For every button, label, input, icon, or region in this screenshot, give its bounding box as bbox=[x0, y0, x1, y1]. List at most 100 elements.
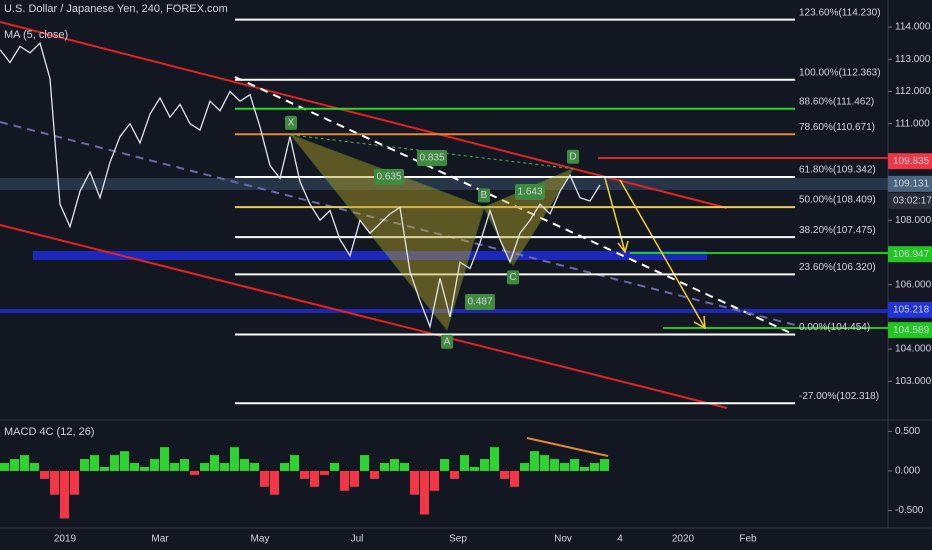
x-tick-label: Mar bbox=[151, 534, 169, 545]
macd-bar bbox=[110, 455, 119, 471]
ratio-label: 0.635 bbox=[376, 172, 401, 183]
y-tick-label: 106.000 bbox=[895, 279, 932, 290]
ratio-box bbox=[417, 150, 447, 166]
ratio-label: 0.835 bbox=[419, 153, 444, 164]
price-tag-label: 109.835 bbox=[893, 156, 930, 167]
macd-bar bbox=[90, 455, 99, 471]
macd-bar bbox=[370, 470, 379, 479]
support-band bbox=[33, 251, 707, 260]
macd-bar bbox=[530, 451, 539, 471]
y-tick-label: -0.500 bbox=[895, 505, 924, 516]
x-tick-label: Jul bbox=[351, 534, 364, 545]
price-tag bbox=[888, 301, 932, 318]
ratio-label: 0.487 bbox=[467, 297, 492, 308]
pattern-point bbox=[507, 270, 519, 285]
y-tick-label: 111.000 bbox=[895, 118, 930, 129]
macd-bar bbox=[420, 470, 429, 515]
macd-bar bbox=[140, 466, 149, 471]
x-tick-label: Feb bbox=[739, 534, 757, 545]
macd-bar bbox=[540, 455, 549, 471]
macd-bar bbox=[290, 455, 299, 471]
x-tick-label: Nov bbox=[554, 534, 572, 545]
macd-bar bbox=[170, 463, 179, 471]
price-tag bbox=[888, 246, 932, 263]
pattern-point-label: X bbox=[288, 118, 295, 129]
pattern-point bbox=[285, 115, 297, 130]
macd-bar bbox=[480, 459, 489, 471]
macd-bar bbox=[40, 470, 49, 479]
price-tag bbox=[888, 153, 932, 170]
pattern-point-label: C bbox=[509, 272, 516, 283]
fib-label: 50.00%(108.409) bbox=[799, 195, 876, 206]
macd-bar bbox=[490, 447, 499, 471]
fib-label: 100.00%(112.363) bbox=[799, 67, 881, 78]
macd-bar bbox=[80, 459, 89, 471]
channel-lower bbox=[0, 224, 728, 409]
macd-bar bbox=[500, 470, 509, 479]
y-tick-label: 108.000 bbox=[895, 215, 932, 226]
support-line bbox=[0, 309, 888, 313]
macd-bar bbox=[270, 470, 279, 495]
fib-label: 88.60%(111.462) bbox=[799, 96, 874, 107]
macd-bar bbox=[220, 463, 229, 471]
macd-bar bbox=[570, 459, 579, 471]
macd-bar bbox=[30, 463, 39, 471]
price-line bbox=[0, 41, 601, 329]
pattern-point bbox=[478, 188, 490, 203]
trend-dashed bbox=[234, 76, 796, 336]
y-tick-label: 114.000 bbox=[895, 22, 931, 33]
x-tick-label: 4 bbox=[617, 534, 623, 545]
indicator-label: MA (5, close) bbox=[4, 29, 68, 41]
macd-bar bbox=[340, 470, 349, 491]
macd-bar bbox=[60, 470, 69, 519]
macd-bar bbox=[120, 451, 129, 471]
macd-bar bbox=[450, 470, 459, 479]
pattern-point-label: D bbox=[569, 151, 576, 162]
fib-label: 23.60%(106.320) bbox=[799, 262, 876, 273]
macd-bar bbox=[20, 455, 29, 471]
macd-bar bbox=[410, 470, 419, 495]
pattern-point bbox=[441, 334, 453, 349]
macd-bar bbox=[230, 447, 239, 471]
macd-bar bbox=[160, 447, 169, 471]
pattern-point bbox=[567, 149, 579, 164]
y-tick-label: 103.000 bbox=[895, 376, 932, 387]
countdown-box bbox=[888, 192, 932, 209]
macd-bar bbox=[280, 463, 289, 471]
ratio-label: 1.643 bbox=[517, 187, 542, 198]
macd-bar bbox=[380, 463, 389, 471]
price-tag bbox=[888, 175, 932, 192]
y-tick-label: 0.500 bbox=[895, 426, 920, 437]
projection-arrows bbox=[604, 177, 706, 330]
macd-bar bbox=[130, 463, 139, 471]
macd-bar bbox=[550, 459, 559, 471]
fib-label: 61.80%(109.342) bbox=[799, 165, 876, 176]
x-tick-label: 2019 bbox=[54, 534, 77, 545]
chart-title: U.S. Dollar / Japanese Yen, 240, FOREX.c… bbox=[4, 3, 228, 15]
ratio-box bbox=[465, 294, 495, 310]
macd-bar bbox=[590, 463, 599, 471]
macd-bar bbox=[360, 455, 369, 471]
macd-bar bbox=[180, 459, 189, 471]
macd-bar bbox=[560, 463, 569, 471]
divergence-line bbox=[526, 437, 609, 457]
fib-label: 123.60%(114.230) bbox=[799, 7, 881, 18]
macd-bar bbox=[320, 470, 329, 475]
macd-bar bbox=[300, 470, 309, 479]
macd-title: MACD 4C (12, 26) bbox=[4, 426, 94, 438]
y-tick-label: 112.000 bbox=[895, 86, 931, 97]
price-tag-label: 106.947 bbox=[893, 249, 930, 260]
macd-bar bbox=[580, 466, 589, 471]
fib-label: 0.00%(104.454) bbox=[799, 322, 870, 333]
macd-bar bbox=[70, 470, 79, 495]
y-tick-label: 113.000 bbox=[895, 54, 931, 65]
macd-bar bbox=[100, 466, 109, 471]
price-tag-label: 109.131 bbox=[893, 178, 930, 189]
macd-bar bbox=[430, 470, 439, 491]
macd-bar bbox=[310, 470, 319, 487]
macd-bar bbox=[350, 470, 359, 487]
price-tag-label: 104.589 bbox=[893, 325, 930, 336]
macd-bar bbox=[240, 459, 249, 471]
macd-bar bbox=[520, 463, 529, 471]
